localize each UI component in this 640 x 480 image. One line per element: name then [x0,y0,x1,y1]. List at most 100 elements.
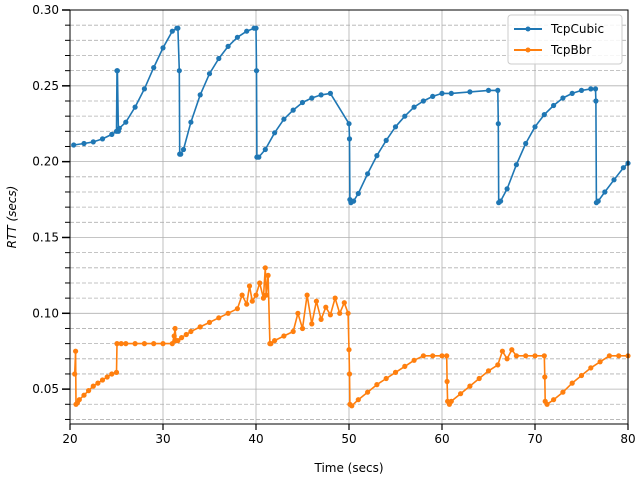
data-point-tcpcubic [365,171,371,177]
data-point-tcpcubic [309,95,315,101]
data-point-tcpcubic [290,107,296,113]
data-point-tcpbbr [257,280,263,286]
data-point-tcpcubic [281,116,287,122]
data-point-tcpbbr [81,392,87,398]
data-point-tcpbbr [444,353,450,359]
data-point-tcpbbr [392,369,399,375]
legend-box [507,14,623,65]
data-point-tcpbbr [90,383,96,389]
data-point-tcpcubic [216,55,222,62]
data-point-tcpbbr [141,341,147,347]
x-tick-label: 30 [155,432,170,446]
data-point-tcpbbr [337,310,343,316]
data-point-tcpbbr [249,298,255,304]
data-point-tcpcubic [318,92,324,98]
data-point-tcpcubic [253,68,260,74]
data-point-tcpcubic [448,90,454,96]
data-point-tcpbbr [132,341,138,347]
data-point-tcpcubic [498,198,504,204]
data-point-tcpcubic [71,142,77,148]
data-point-tcpcubic [578,87,585,93]
legend-label-tcpcubic: TcpCubic [550,22,604,36]
data-point-tcpcubic [169,28,175,34]
data-point-tcpcubic [355,190,361,197]
data-point-tcpbbr [104,374,110,380]
data-point-tcpcubic [151,65,157,71]
data-point-tcpcubic [262,146,268,153]
data-point-tcpcubic [123,119,129,125]
data-point-tcpcubic [402,113,408,119]
data-point-tcpbbr [281,333,287,339]
data-point-tcpbbr [544,401,550,407]
data-point-tcpcubic [234,34,240,40]
data-point-tcpbbr [578,372,585,379]
legend-marker-tcpcubic [525,26,531,32]
data-point-tcpbbr [476,375,482,382]
data-point-tcpcubic [160,45,166,51]
y-tick-label: 0.30 [32,3,59,17]
data-point-tcpcubic [551,102,557,109]
data-point-tcpbbr [295,310,301,316]
data-point-tcpbbr [383,375,389,382]
data-point-tcpcubic [593,98,599,104]
data-point-tcpbbr [355,397,361,403]
data-point-tcpcubic [178,151,184,157]
data-point-tcpbbr [86,388,92,394]
data-point-tcpcubic [495,87,501,93]
series-tcpcubic [71,25,631,206]
data-point-tcpbbr [118,341,124,347]
data-point-tcpcubic [90,139,96,145]
data-point-tcpcubic [225,43,231,50]
data-point-tcpbbr [109,371,115,377]
data-point-tcpbbr [244,301,250,307]
series-tcpbbr [72,265,631,409]
data-point-tcpcubic [504,186,510,192]
x-tick-label: 20 [62,432,77,446]
data-point-tcpcubic [592,86,599,92]
data-point-tcpcubic [439,90,445,96]
data-point-tcpbbr [374,382,380,388]
data-point-tcpbbr [448,398,454,404]
data-point-tcpbbr [606,353,613,359]
legend: TcpCubic TcpBbr [507,14,623,65]
data-point-tcpbbr [420,353,426,359]
data-point-tcpbbr [504,356,510,362]
data-point-tcpbbr [113,369,120,375]
data-point-tcpcubic [420,98,426,104]
data-point-tcpcubic [256,154,262,160]
data-point-tcpbbr [262,265,268,271]
x-tick-label: 60 [434,432,449,446]
data-point-tcpcubic [188,119,194,125]
data-point-tcpcubic [620,165,627,171]
data-point-tcpbbr [299,325,306,332]
data-point-tcpbbr [523,353,529,359]
data-point-tcpcubic [346,121,352,127]
data-point-tcpcubic [180,146,187,153]
data-point-tcpbbr [467,383,473,389]
data-point-tcpbbr [444,378,450,385]
data-point-tcpbbr [569,380,575,386]
data-point-tcpcubic [81,140,87,147]
data-point-tcpbbr [123,341,129,347]
x-tick-label: 80 [620,432,635,446]
data-point-tcpbbr [171,333,177,339]
data-point-tcpcubic [206,71,213,77]
data-point-tcpbbr [495,362,501,368]
data-point-tcpbbr [188,328,194,335]
data-point-tcpcubic [346,136,353,142]
data-point-tcpbbr [76,397,82,403]
data-point-tcpcubic [132,104,138,110]
data-point-tcpbbr [197,324,203,330]
data-point-tcpbbr [458,391,464,397]
data-point-tcpcubic [541,112,547,118]
y-tick-label: 0.15 [32,230,59,244]
y-tick-label: 0.25 [32,79,59,93]
x-tick-label: 50 [341,432,356,446]
data-point-tcpbbr [509,347,515,353]
data-point-tcpbbr [183,331,189,338]
data-point-tcpcubic [244,28,250,34]
data-point-tcpbbr [349,403,355,409]
data-point-tcpbbr [234,306,240,312]
